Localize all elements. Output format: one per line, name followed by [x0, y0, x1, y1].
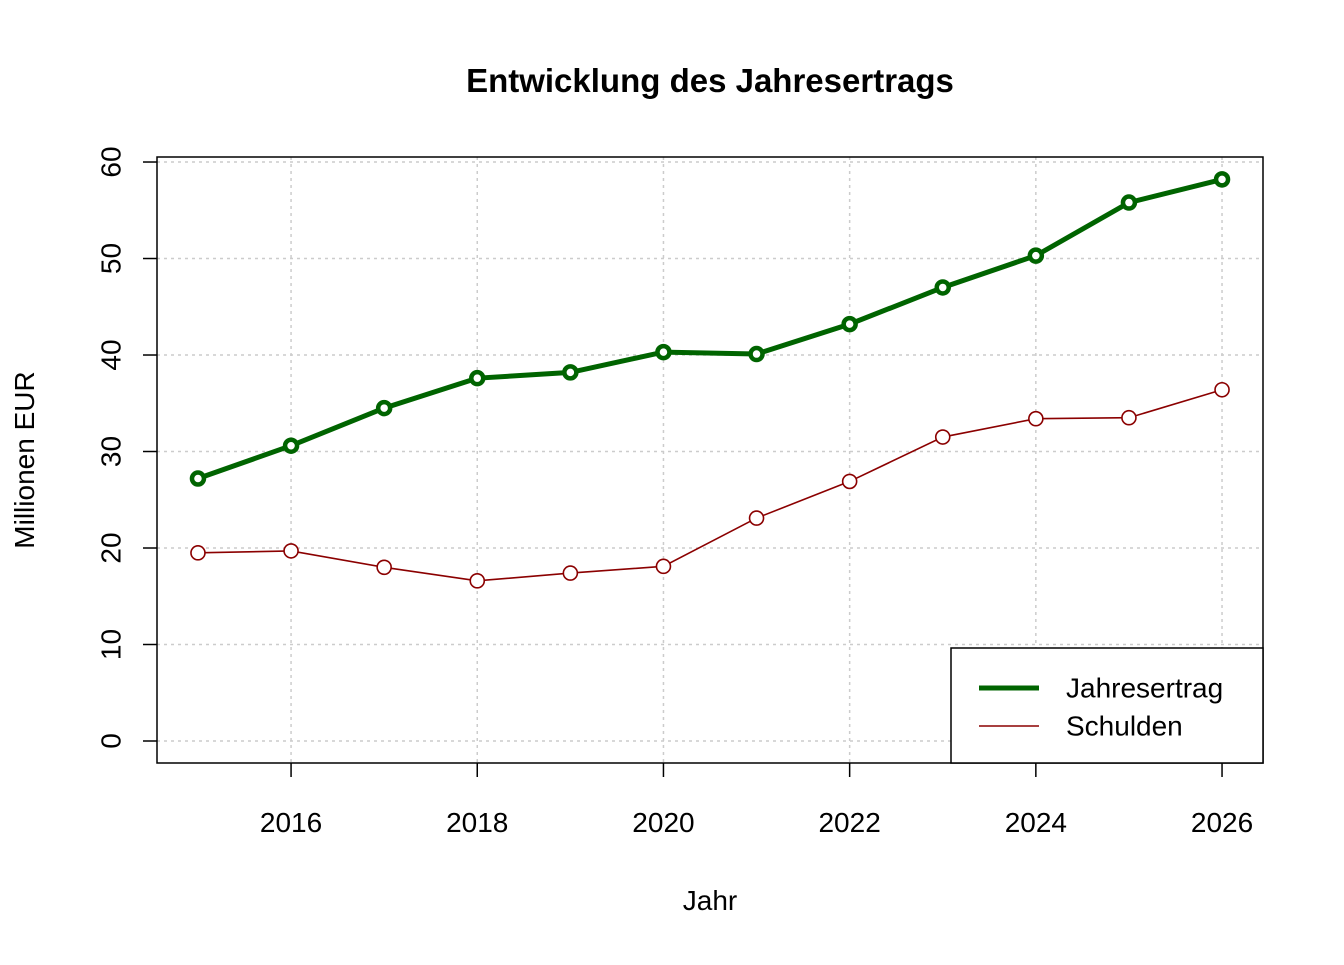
data-point [655, 343, 672, 361]
series-line [197, 176, 1223, 481]
data-point [748, 345, 765, 363]
y-tick-label: 10 [96, 629, 127, 660]
data-point [1214, 381, 1230, 398]
data-point [1121, 409, 1137, 426]
legend-box [950, 647, 1264, 764]
data-point [1028, 410, 1044, 427]
legend-label: Schulden [1066, 711, 1183, 742]
y-tick-label: 60 [96, 146, 127, 177]
legend-label: Jahresertrag [1066, 673, 1223, 704]
y-tick-label: 40 [96, 339, 127, 370]
data-point [190, 545, 206, 561]
x-tick-label: 2024 [1005, 807, 1067, 838]
data-point [282, 437, 300, 454]
data-point [655, 558, 672, 575]
y-tick-label: 50 [96, 243, 127, 274]
chart-title: Entwicklung des Jahresertrags [466, 62, 954, 99]
plot-frame [156, 156, 1264, 764]
data-point [1120, 194, 1138, 211]
y-tick-label: 30 [96, 436, 127, 467]
x-axis-label: Jahr [683, 885, 737, 916]
y-tick-label: 20 [96, 532, 127, 563]
data-point [283, 543, 299, 559]
y-axis-label: Millionen EUR [9, 371, 40, 548]
x-tick-label: 2018 [446, 807, 508, 838]
data-point [469, 573, 486, 589]
data-point [934, 429, 951, 445]
data-point [469, 369, 486, 387]
x-tick-label: 2022 [818, 807, 880, 838]
data-point [748, 510, 765, 526]
series-line [197, 388, 1223, 582]
data-point [841, 315, 858, 333]
data-point [189, 470, 207, 487]
data-point [375, 399, 393, 417]
x-tick-label: 2020 [632, 807, 694, 838]
data-point [934, 279, 951, 296]
data-point [1027, 247, 1045, 264]
x-tick-label: 2026 [1191, 807, 1253, 838]
x-tick-label: 2016 [260, 807, 322, 838]
data-point [376, 559, 392, 576]
data-point [841, 473, 858, 490]
y-tick-label: 0 [96, 733, 127, 749]
data-point [562, 364, 579, 381]
data-point [1213, 171, 1231, 188]
data-point [562, 565, 579, 581]
